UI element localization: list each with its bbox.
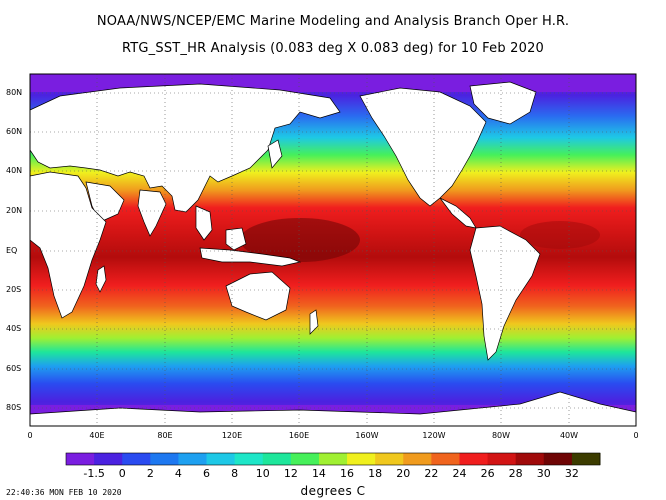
lat-label-eq: EQ [6,246,18,255]
land-africa [29,171,107,319]
colorbar-frame [65,452,601,466]
colorbar-tick-label: 22 [424,467,439,480]
colorbar-tick-label: 28 [508,467,523,480]
colorbar-tick-label: 4 [174,467,182,480]
colorbar-swatch [515,453,545,465]
colorbar-swatch [262,453,292,465]
colorbar-swatch [290,453,320,465]
colorbar-swatch [487,453,517,465]
colorbar-swatch [66,453,95,465]
lon-label-120e: 120E [221,431,243,440]
colorbar-tick-label: -1.5 [83,467,105,480]
colorbar-swatch [375,453,404,465]
colorbar-tick-label: 8 [231,467,239,480]
colorbar-swatch [150,453,179,465]
land-indonesia [199,247,302,267]
colorbar-swatch [347,453,376,465]
colorbar-swatch [178,453,208,465]
lon-label-80w: 80W [491,431,511,440]
lat-label-40s: 40S [6,324,22,333]
lat-label-80n: 80N [6,88,23,97]
lon-label-0-left: 0 [27,431,33,440]
colorbar-swatch [206,453,236,465]
colorbar [65,452,601,466]
colorbar-tick-label: 26 [480,467,495,480]
colorbar-swatch [122,453,151,465]
colorbar-swatch [543,453,573,465]
land-greenland [469,81,537,125]
land-borneo [225,227,247,251]
sst-map [29,73,637,427]
lon-label-160e: 160E [288,431,310,440]
map-frame [29,73,637,427]
colorbar-swatch [318,453,348,465]
colorbar-tick-label: 6 [203,467,211,480]
lon-label-0-right: 0 [633,431,639,440]
atlantic-warm [520,221,600,249]
land-southeast-asia [195,205,213,241]
colorbar-tick-label: 32 [564,467,579,480]
title-line-2: RTG_SST_HR Analysis (0.083 deg X 0.083 d… [121,41,545,56]
lon-label-120w: 120W [422,431,446,440]
colorbar-swatch [234,453,264,465]
colorbar-swatch [94,453,123,465]
colorbar-tick-label: 30 [536,467,551,480]
colorbar-tick-label: 16 [340,467,355,480]
units-label: degrees C [300,484,366,498]
lon-label-40e: 40E [89,431,105,440]
lat-label-20s: 20S [6,285,22,294]
lat-label-60s: 60S [6,364,22,373]
lat-lon-grid [30,74,636,426]
timestamp: 22:40:36 MON FEB 10 2020 [6,488,122,497]
colorbar-swatch [571,453,601,465]
colorbar-tick-label: 14 [311,467,326,480]
colorbar-tick-label: 10 [255,467,270,480]
lat-label-60n: 60N [6,127,23,136]
colorbar-tick-label: 20 [396,467,411,480]
lon-label-160w: 160W [355,431,379,440]
colorbar-tick-label: 12 [283,467,298,480]
land-north-america [359,87,487,207]
colorbar-tick-label: 0 [118,467,126,480]
land-india [137,189,167,237]
lat-label-20n: 20N [6,206,23,215]
lat-label-80s: 80S [6,403,22,412]
colorbar-swatch [403,453,432,465]
land-masses [29,81,637,427]
lat-label-40n: 40N [6,166,23,175]
land-madagascar [95,265,107,293]
land-europe-asia [29,83,341,213]
colorbar-tick-label: 18 [368,467,383,480]
land-south-america [469,225,541,361]
lon-label-80e: 80E [157,431,173,440]
colorbar-tick-label: 2 [146,467,154,480]
title-line-1: NOAA/NWS/NCEP/EMC Marine Modeling and An… [96,14,570,29]
land-japan [267,139,283,169]
colorbar-swatch [431,453,460,465]
land-australia [225,271,291,321]
lon-label-40w: 40W [559,431,579,440]
colorbar-swatch [459,453,489,465]
land-new-zealand [309,309,319,335]
colorbar-tick-label: 24 [452,467,467,480]
